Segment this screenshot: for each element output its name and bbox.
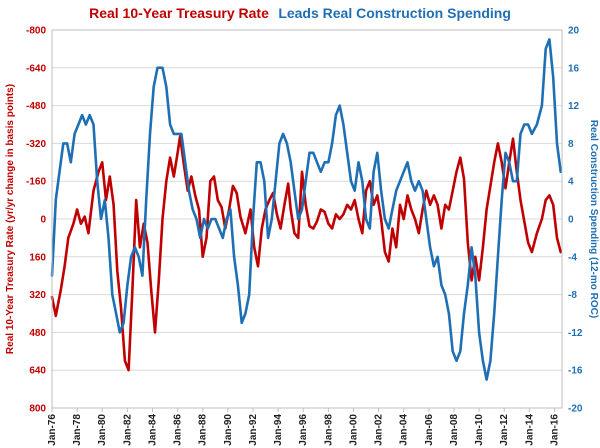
left-tick-label: 160 — [29, 252, 46, 263]
x-tick-label: Jan-10 — [474, 414, 485, 446]
left-tick-label: 0 — [40, 215, 46, 226]
x-tick-label: Jan-86 — [173, 414, 184, 446]
x-tick-label: Jan-02 — [374, 414, 385, 446]
left-tick-label: 800 — [29, 404, 46, 415]
y-axis-right-label: Real Construction Spending (12-mo ROC) — [588, 120, 599, 318]
left-tick-label: -160 — [26, 177, 46, 188]
right-tick-label: -12 — [568, 328, 583, 339]
x-tick-label: Jan-80 — [97, 414, 108, 446]
construction-spending-line — [50, 38, 562, 381]
x-tick-label: Jan-78 — [72, 414, 83, 446]
right-tick-label: -20 — [568, 404, 583, 415]
treasury-rate-line — [50, 135, 562, 372]
plot-frame — [51, 29, 563, 409]
x-tick-label: Jan-16 — [549, 414, 560, 446]
right-tick-label: 16 — [568, 63, 580, 74]
y-axis-left-label: Real 10-Year Treasury Rate (yr/yr change… — [5, 84, 16, 354]
left-tick-label: -800 — [26, 26, 46, 37]
left-tick-label: 320 — [29, 290, 46, 301]
right-tick-label: -16 — [568, 366, 583, 377]
x-axis-ticks: Jan-76 Jan-78 Jan-80 Jan-82 Jan-84 Jan-86 Jan-… — [47, 408, 560, 446]
right-tick-label: 4 — [568, 177, 574, 188]
right-tick-label: 0 — [568, 215, 574, 226]
right-axis-ticks: 20 16 12 8 4 0 -4 -8 -12 -16 -20 — [568, 26, 583, 415]
right-tick-label: 8 — [568, 139, 574, 150]
left-tick-label: 640 — [29, 366, 46, 377]
x-tick-label: Jan-90 — [223, 414, 234, 446]
left-tick-label: -320 — [26, 139, 46, 150]
x-tick-label: Jan-82 — [122, 414, 133, 446]
x-tick-label: Jan-00 — [348, 414, 359, 446]
x-tick-label: Jan-76 — [47, 414, 58, 446]
chart-title: Real 10-Year Treasury Rate Leads Real Co… — [89, 5, 511, 22]
x-tick-label: Jan-96 — [298, 414, 309, 446]
x-tick-label: Jan-92 — [248, 414, 259, 446]
x-tick-label: Jan-84 — [147, 414, 158, 446]
x-tick-label: Jan-06 — [424, 414, 435, 446]
x-tick-label: Jan-04 — [399, 414, 410, 446]
left-tick-label: -640 — [26, 63, 46, 74]
right-tick-label: 20 — [568, 26, 580, 37]
x-tick-label: Jan-12 — [499, 414, 510, 446]
right-tick-label: -8 — [568, 290, 577, 301]
x-tick-label: Jan-98 — [323, 414, 334, 446]
series-lines — [50, 38, 562, 381]
x-tick-label: Jan-08 — [449, 414, 460, 446]
right-tick-label: 12 — [568, 101, 580, 112]
right-tick-label: -4 — [568, 252, 577, 263]
chart-title-left: Real 10-Year Treasury Rate — [89, 5, 269, 21]
left-axis-ticks: -800 -640 -480 -320 -160 0 160 320 480 640 800 — [26, 26, 46, 415]
left-tick-label: 480 — [29, 328, 46, 339]
x-tick-label: Jan-14 — [524, 414, 535, 446]
x-tick-label: Jan-94 — [273, 414, 284, 446]
x-tick-label: Jan-88 — [198, 414, 209, 446]
left-tick-label: -480 — [26, 101, 46, 112]
chart-title-right: Leads Real Construction Spending — [278, 5, 511, 21]
